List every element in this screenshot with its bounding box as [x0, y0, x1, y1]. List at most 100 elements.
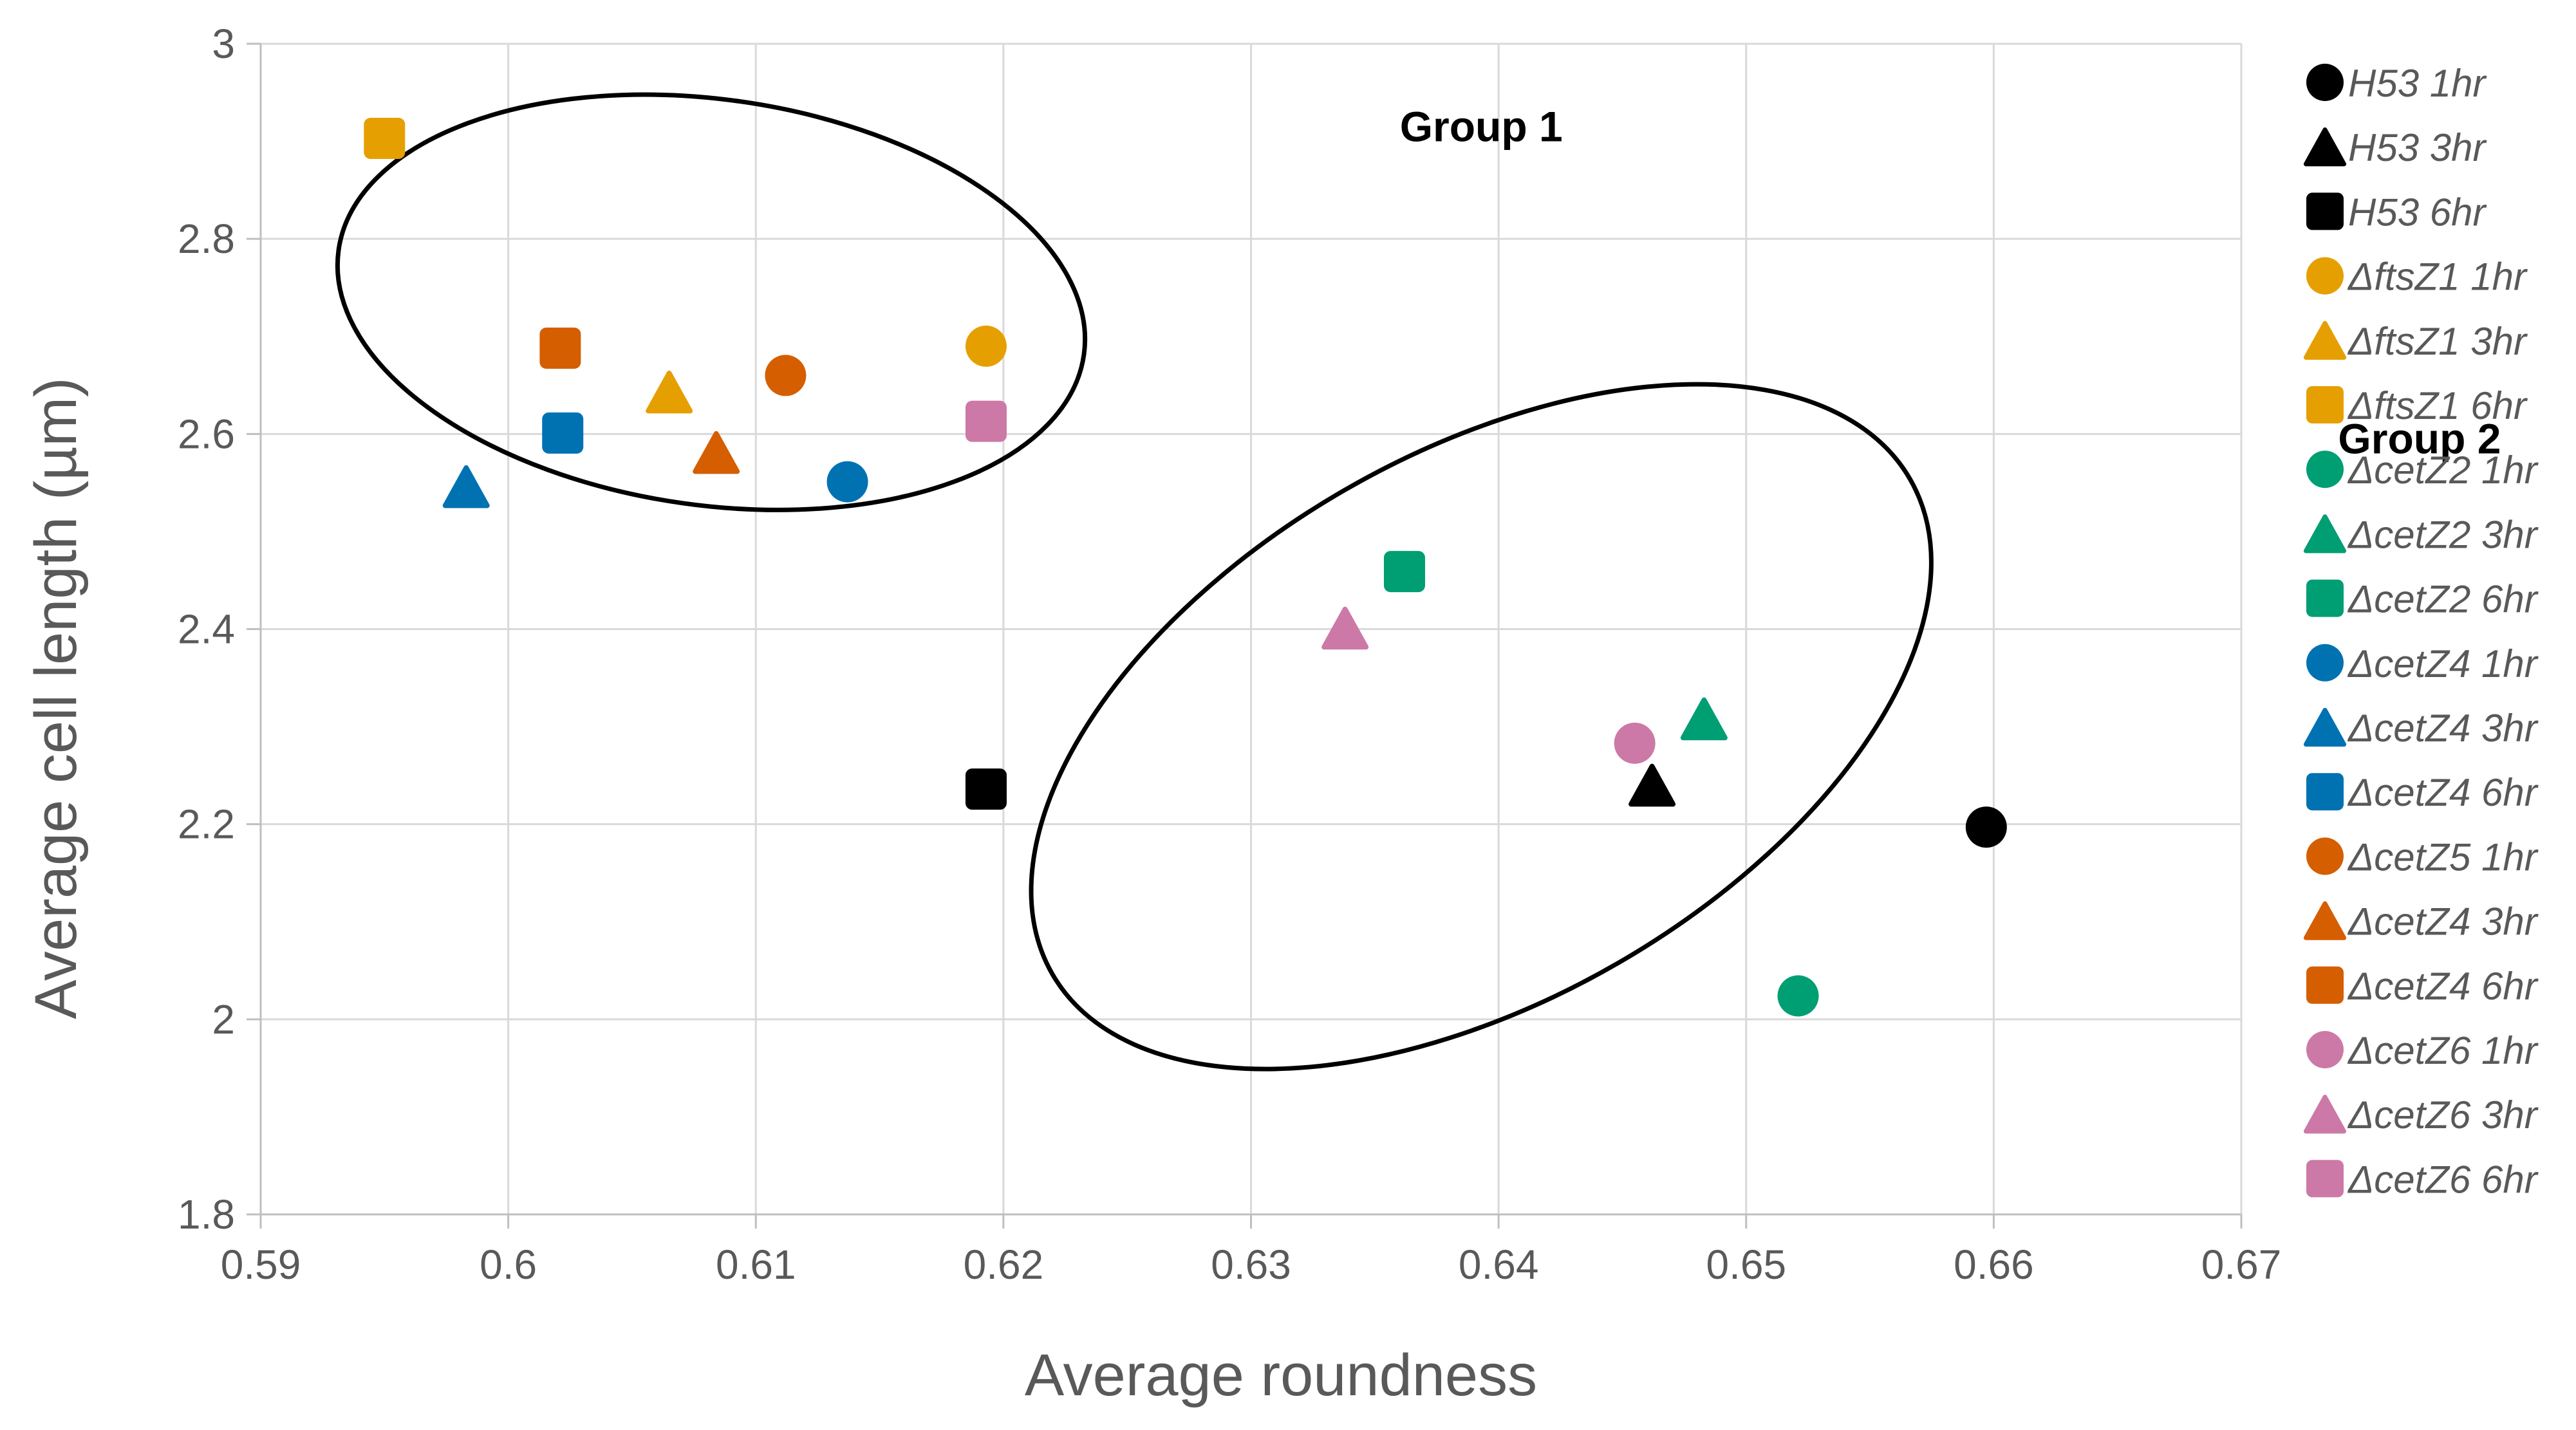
legend-item: ΔftsZ1 1hr — [2306, 255, 2528, 299]
legend-label: ΔcetZ2 1hr — [2347, 449, 2539, 492]
group-2-label: Group 2 — [2338, 415, 2501, 463]
x-tick-label: 0.59 — [221, 1241, 301, 1288]
data-point-5 — [646, 370, 693, 414]
legend-label: ΔftsZ1 3hr — [2347, 320, 2528, 363]
x-tick-label: 0.64 — [1459, 1241, 1539, 1288]
legend-label: ΔcetZ4 6hr — [2347, 965, 2539, 1008]
data-point-13 — [765, 355, 807, 396]
legend-marker — [2303, 320, 2347, 360]
data-point-4 — [965, 325, 1007, 367]
legend-item: ΔcetZ6 1hr — [2306, 1029, 2539, 1072]
legend-label: ΔcetZ6 3hr — [2347, 1093, 2539, 1137]
legend-label: H53 3hr — [2348, 126, 2487, 169]
legend-label: ΔcetZ2 3hr — [2347, 513, 2539, 556]
legend-item: H53 6hr — [2306, 190, 2487, 234]
legend-item: ΔcetZ5 1hr — [2306, 835, 2539, 878]
y-tick-label: 3 — [212, 21, 235, 67]
data-point-14 — [693, 431, 740, 474]
data-point-12 — [542, 412, 584, 454]
legend-item: ΔcetZ2 6hr — [2306, 578, 2539, 621]
legend-item: ΔftsZ1 3hr — [2303, 320, 2528, 363]
legend-label: ΔcetZ5 1hr — [2347, 835, 2539, 878]
annotations: Group 1 Group 2 — [1400, 103, 2501, 463]
data-point-2 — [1629, 763, 1676, 807]
x-tick-label: 0.62 — [964, 1241, 1044, 1288]
legend: H53 1hr H53 3hr H53 6hr ΔftsZ1 1hr ΔftsZ1 3h… — [2303, 62, 2539, 1201]
legend-marker — [2306, 1031, 2344, 1068]
grid-lines — [259, 42, 2243, 1216]
legend-marker — [2303, 127, 2347, 167]
legend-item: H53 1hr — [2306, 62, 2487, 105]
y-tick-label: 2 — [212, 996, 235, 1043]
legend-item: ΔcetZ4 6hr — [2306, 771, 2539, 814]
data-point-18 — [965, 400, 1007, 442]
x-axis-title: Average roundness — [1025, 1342, 1537, 1408]
legend-marker — [2306, 192, 2344, 230]
legend-label: ΔftsZ1 1hr — [2347, 255, 2528, 299]
legend-label: H53 1hr — [2348, 62, 2487, 105]
legend-marker — [2306, 579, 2344, 617]
legend-marker — [2303, 1095, 2347, 1134]
group-2-ellipse — [1029, 382, 1934, 1072]
legend-label: ΔcetZ6 1hr — [2347, 1029, 2539, 1072]
legend-label: ΔcetZ2 6hr — [2347, 578, 2539, 621]
data-point-9 — [1383, 551, 1425, 593]
legend-marker — [2303, 707, 2347, 747]
legend-item: H53 3hr — [2303, 126, 2487, 169]
y-axis-title: Average cell length (µm) — [23, 377, 89, 1019]
y-tick-label: 2.6 — [178, 411, 235, 457]
data-point-15 — [539, 327, 581, 369]
legend-item: ΔftsZ1 6hr — [2306, 384, 2528, 427]
y-tick-label: 2.4 — [178, 606, 235, 653]
x-tick-label: 0.66 — [1954, 1241, 2034, 1288]
group-1-label: Group 1 — [1400, 103, 1563, 151]
legend-item: ΔcetZ2 3hr — [2303, 513, 2539, 556]
data-point-7 — [1777, 975, 1819, 1017]
legend-marker — [2306, 773, 2344, 811]
legend-item: ΔcetZ6 3hr — [2303, 1093, 2539, 1137]
data-point-3 — [965, 768, 1007, 810]
data-point-8 — [1680, 697, 1728, 741]
group-1-ellipse — [335, 92, 1088, 512]
data-point-1 — [1965, 806, 2007, 848]
x-tick-label: 0.6 — [480, 1241, 537, 1288]
x-tick-label: 0.67 — [2201, 1241, 2282, 1288]
legend-marker — [2306, 64, 2344, 101]
x-tick-label: 0.63 — [1211, 1241, 1291, 1288]
data-points — [364, 118, 2007, 1017]
data-point-10 — [826, 461, 868, 503]
group-ellipses — [335, 92, 1934, 1072]
legend-marker — [2303, 514, 2347, 553]
legend-item: ΔcetZ6 6hr — [2306, 1158, 2539, 1201]
legend-label: ΔcetZ4 1hr — [2347, 642, 2539, 685]
legend-marker — [2306, 257, 2344, 295]
legend-marker — [2306, 450, 2344, 488]
legend-label: ΔcetZ4 3hr — [2347, 900, 2539, 943]
x-tick-label: 0.61 — [716, 1241, 796, 1288]
legend-item: ΔcetZ2 1hr — [2306, 449, 2539, 492]
legend-marker — [2306, 386, 2344, 423]
legend-item: ΔcetZ4 3hr — [2303, 707, 2539, 750]
y-tick-label: 2.2 — [178, 801, 235, 848]
data-point-17 — [1321, 606, 1369, 650]
data-point-6 — [364, 118, 406, 160]
legend-label: ΔcetZ4 3hr — [2347, 707, 2539, 750]
legend-marker — [2306, 837, 2344, 875]
legend-item: ΔcetZ4 6hr — [2306, 965, 2539, 1008]
legend-label: H53 6hr — [2348, 190, 2487, 234]
legend-item: ΔcetZ4 1hr — [2306, 642, 2539, 685]
y-tick-label: 1.8 — [178, 1191, 235, 1238]
x-tick-label: 0.65 — [1706, 1241, 1786, 1288]
legend-marker — [2306, 966, 2344, 1004]
axes: 0.59 0.6 0.61 0.62 0.63 0.64 0.65 0.66 0.67 1.8 2 2… — [178, 21, 2281, 1288]
data-point-11 — [442, 465, 490, 508]
legend-marker — [2303, 901, 2347, 940]
legend-item: ΔcetZ4 3hr — [2303, 900, 2539, 943]
y-tick-label: 2.8 — [178, 216, 235, 262]
data-point-16 — [1614, 722, 1656, 764]
legend-label: ΔftsZ1 6hr — [2347, 384, 2528, 427]
legend-marker — [2306, 1160, 2344, 1198]
legend-label: ΔcetZ6 6hr — [2347, 1158, 2539, 1201]
legend-label: ΔcetZ4 6hr — [2347, 771, 2539, 814]
